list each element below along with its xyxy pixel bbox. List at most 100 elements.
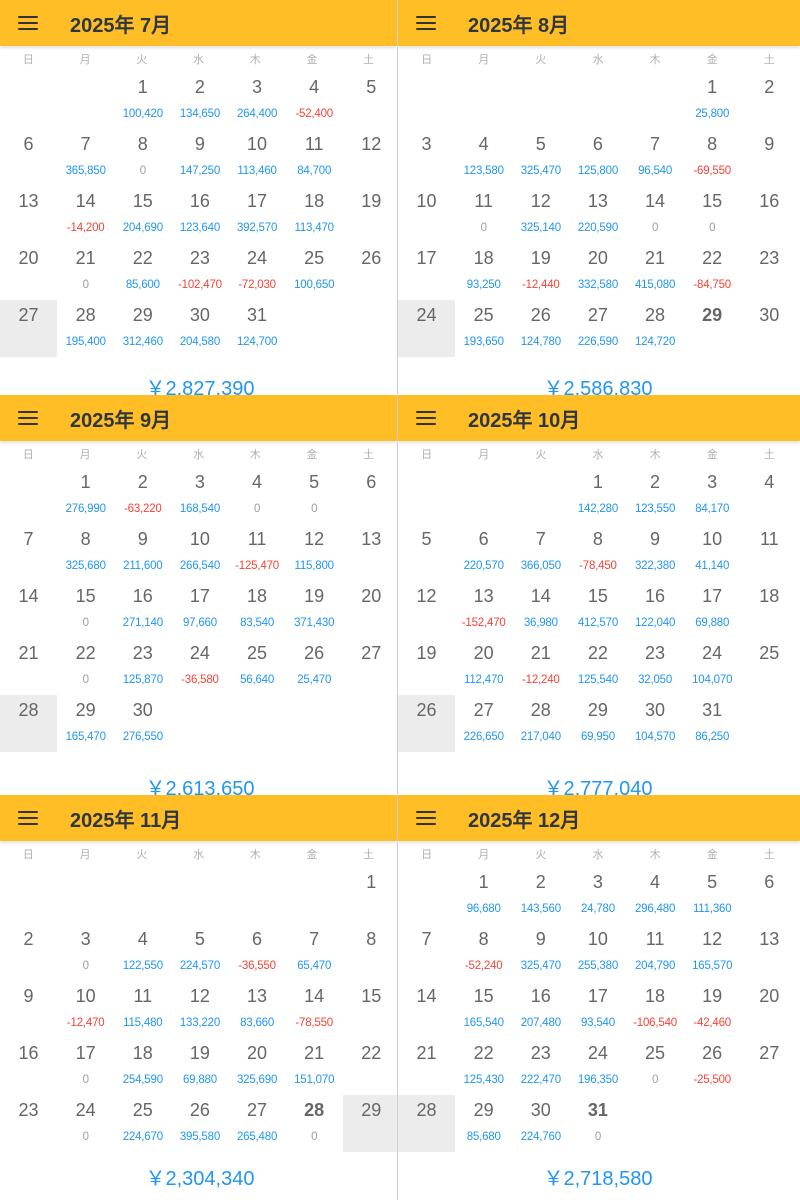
day-cell[interactable]: 6: [0, 129, 57, 186]
day-cell[interactable]: 28: [0, 695, 58, 752]
day-cell[interactable]: 9: [0, 981, 57, 1038]
day-cell[interactable]: 16 271,140: [114, 581, 171, 638]
day-cell[interactable]: 17 392,570: [229, 186, 286, 243]
hamburger-menu-icon[interactable]: [18, 811, 38, 825]
day-cell[interactable]: 23 32,050: [627, 638, 684, 695]
day-cell[interactable]: 8 0: [114, 129, 171, 186]
day-cell[interactable]: 9 147,250: [171, 129, 228, 186]
day-cell[interactable]: 2 134,650: [171, 72, 228, 129]
day-cell[interactable]: 24: [398, 300, 456, 357]
day-cell[interactable]: 16: [741, 186, 798, 243]
day-cell[interactable]: 13: [741, 924, 798, 981]
day-cell[interactable]: 5: [343, 72, 397, 129]
day-cell[interactable]: 10 41,140: [684, 524, 741, 581]
day-cell[interactable]: 18: [741, 581, 798, 638]
day-cell[interactable]: 30 104,570: [627, 695, 684, 752]
day-cell[interactable]: 18 93,250: [455, 243, 512, 300]
day-cell[interactable]: 6: [741, 867, 798, 924]
day-cell[interactable]: 19 -12,440: [512, 243, 569, 300]
day-cell[interactable]: 10: [398, 186, 455, 243]
day-cell[interactable]: 21 151,070: [286, 1038, 343, 1095]
day-cell[interactable]: 13 -152,470: [455, 581, 512, 638]
day-cell[interactable]: 18 -106,540: [627, 981, 684, 1038]
day-cell[interactable]: 1 100,420: [114, 72, 171, 129]
day-cell[interactable]: 8 -78,450: [569, 524, 626, 581]
day-cell[interactable]: 13: [0, 186, 57, 243]
day-cell[interactable]: 9: [741, 129, 798, 186]
day-cell[interactable]: 10 113,460: [229, 129, 286, 186]
day-cell[interactable]: 5 325,470: [512, 129, 569, 186]
day-cell[interactable]: 3 24,780: [569, 867, 626, 924]
day-cell[interactable]: 23 222,470: [512, 1038, 569, 1095]
day-cell[interactable]: 15 204,690: [114, 186, 171, 243]
day-cell[interactable]: 24 -72,030: [229, 243, 286, 300]
day-cell[interactable]: 2: [741, 72, 798, 129]
day-cell[interactable]: 19 -42,460: [684, 981, 741, 1038]
day-cell[interactable]: 26: [398, 695, 456, 752]
day-cell[interactable]: 8 -52,240: [455, 924, 512, 981]
day-cell[interactable]: 17 93,540: [569, 981, 626, 1038]
day-cell[interactable]: 26: [343, 243, 397, 300]
day-cell[interactable]: 21 415,080: [627, 243, 684, 300]
day-cell[interactable]: 20: [0, 243, 57, 300]
day-cell[interactable]: 2: [0, 924, 57, 981]
day-cell[interactable]: 2 143,560: [512, 867, 569, 924]
day-cell[interactable]: 20: [741, 981, 798, 1038]
day-cell[interactable]: 5: [398, 524, 455, 581]
day-cell[interactable]: 29 165,470: [57, 695, 114, 752]
day-cell[interactable]: 15 0: [684, 186, 741, 243]
day-cell[interactable]: 25: [741, 638, 798, 695]
day-cell[interactable]: 27: [343, 638, 397, 695]
day-cell[interactable]: 10 -12,470: [57, 981, 114, 1038]
day-cell[interactable]: 6 220,570: [455, 524, 512, 581]
day-cell[interactable]: 16 207,480: [512, 981, 569, 1038]
day-cell[interactable]: 17 97,660: [171, 581, 228, 638]
day-cell[interactable]: 7 65,470: [286, 924, 343, 981]
day-cell[interactable]: 3 168,540: [171, 467, 228, 524]
day-cell[interactable]: 5 111,360: [684, 867, 741, 924]
day-cell[interactable]: 7: [0, 524, 57, 581]
day-cell[interactable]: 10 255,380: [569, 924, 626, 981]
day-cell[interactable]: 28: [398, 1095, 456, 1152]
day-cell[interactable]: 25 56,640: [229, 638, 286, 695]
day-cell[interactable]: 16 123,640: [171, 186, 228, 243]
day-cell[interactable]: 19: [398, 638, 455, 695]
day-cell[interactable]: 6 125,800: [569, 129, 626, 186]
day-cell[interactable]: 15 165,540: [455, 981, 512, 1038]
day-cell[interactable]: 11 -125,470: [229, 524, 286, 581]
day-cell[interactable]: 30 276,550: [114, 695, 171, 752]
day-cell[interactable]: 12 165,570: [684, 924, 741, 981]
day-cell[interactable]: 18 83,540: [229, 581, 286, 638]
hamburger-menu-icon[interactable]: [18, 16, 38, 30]
day-cell[interactable]: 28 124,720: [627, 300, 684, 357]
day-cell[interactable]: 1 142,280: [569, 467, 626, 524]
day-cell[interactable]: 4 0: [229, 467, 286, 524]
day-cell[interactable]: 30 224,760: [512, 1095, 569, 1152]
day-cell[interactable]: 26 395,580: [171, 1095, 228, 1152]
day-cell[interactable]: 21: [398, 1038, 455, 1095]
day-cell[interactable]: 25 193,650: [455, 300, 512, 357]
day-cell[interactable]: 8 325,680: [57, 524, 114, 581]
day-cell[interactable]: 12 133,220: [171, 981, 228, 1038]
day-cell[interactable]: 29 69,950: [569, 695, 626, 752]
day-cell[interactable]: 4 296,480: [627, 867, 684, 924]
day-cell[interactable]: 8: [343, 924, 397, 981]
day-cell[interactable]: 1: [343, 867, 397, 924]
day-cell[interactable]: 3 84,170: [684, 467, 741, 524]
hamburger-menu-icon[interactable]: [416, 16, 436, 30]
day-cell[interactable]: 19 69,880: [171, 1038, 228, 1095]
day-cell[interactable]: 2 123,550: [627, 467, 684, 524]
day-cell[interactable]: 24 104,070: [684, 638, 741, 695]
day-cell[interactable]: 23: [741, 243, 798, 300]
day-cell[interactable]: 18 254,590: [114, 1038, 171, 1095]
day-cell[interactable]: 7 96,540: [627, 129, 684, 186]
hamburger-menu-icon[interactable]: [416, 811, 436, 825]
day-cell[interactable]: 26 25,470: [286, 638, 343, 695]
day-cell[interactable]: 21: [0, 638, 57, 695]
day-cell[interactable]: 27 265,480: [229, 1095, 286, 1152]
day-cell[interactable]: 9 211,600: [114, 524, 171, 581]
day-cell[interactable]: 23: [0, 1095, 57, 1152]
day-cell[interactable]: 27: [0, 300, 58, 357]
day-cell[interactable]: 13: [343, 524, 397, 581]
day-cell[interactable]: 30 204,580: [171, 300, 228, 357]
